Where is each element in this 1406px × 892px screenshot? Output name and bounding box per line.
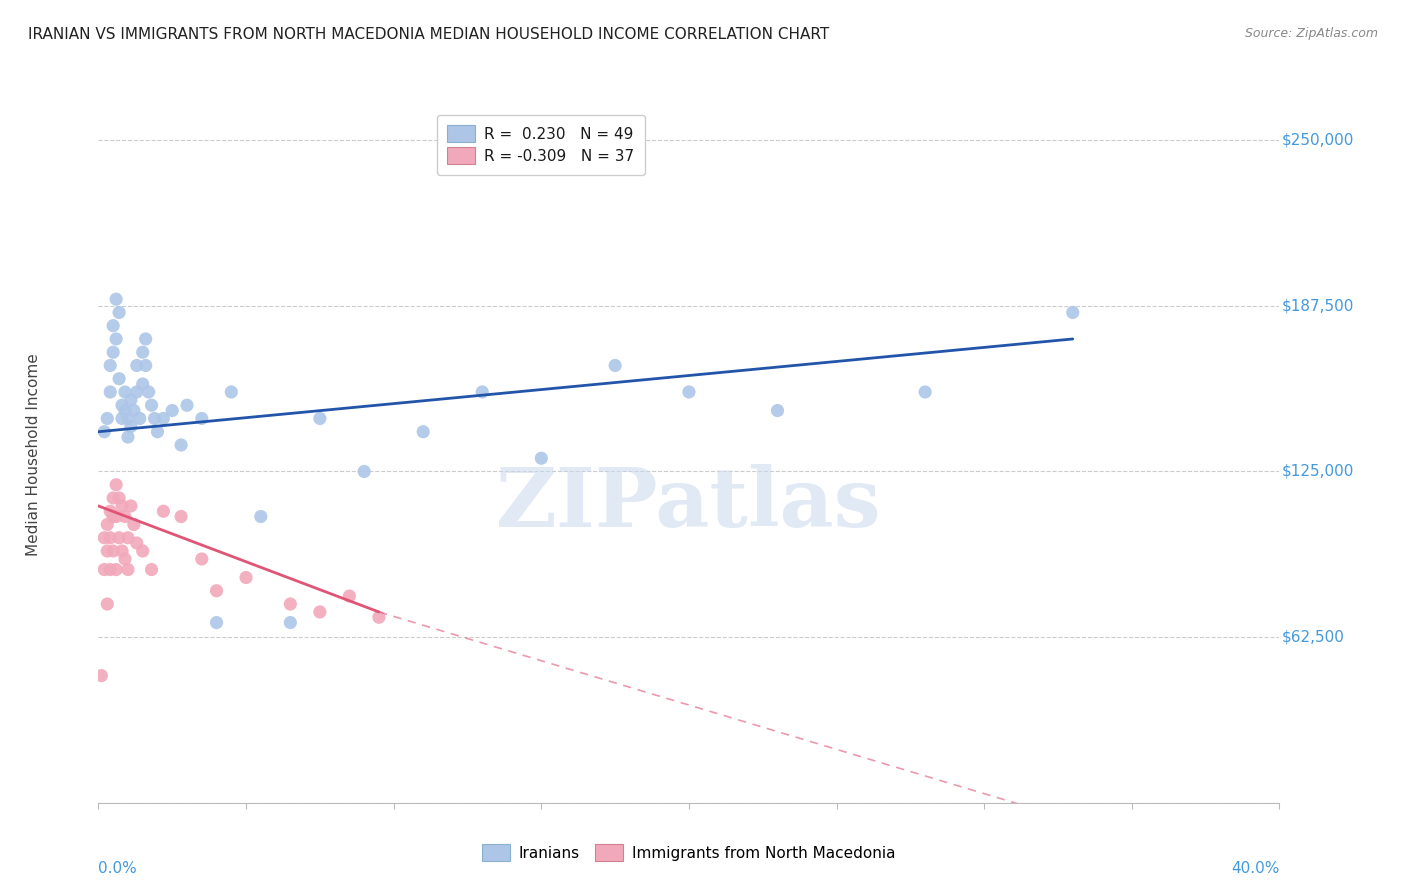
Point: [90, 668, 112, 682]
Point: [114, 552, 136, 566]
Point: [93, 531, 115, 545]
Point: [170, 509, 193, 524]
Point: [96, 597, 118, 611]
Point: [152, 411, 174, 425]
Point: [162, 403, 183, 417]
Point: [114, 403, 136, 417]
Point: [120, 499, 142, 513]
Point: [235, 570, 257, 584]
Point: [93, 563, 115, 577]
Point: [132, 377, 155, 392]
Point: [176, 398, 198, 412]
Point: [678, 384, 700, 399]
Point: [152, 504, 174, 518]
Point: [103, 544, 125, 558]
Point: [105, 332, 128, 346]
Point: [170, 438, 193, 452]
Point: [96, 517, 118, 532]
Point: [205, 583, 228, 598]
Point: [103, 509, 125, 524]
Point: [98, 531, 121, 545]
Point: [191, 411, 214, 425]
Point: [135, 332, 157, 346]
Text: $250,000: $250,000: [1282, 133, 1354, 148]
Point: [105, 477, 128, 491]
Point: [125, 536, 148, 550]
Text: $62,500: $62,500: [1282, 630, 1344, 645]
Text: $187,500: $187,500: [1282, 298, 1354, 313]
Point: [93, 425, 115, 439]
Text: Median Household Income: Median Household Income: [25, 353, 41, 557]
Point: [105, 509, 128, 524]
Point: [117, 531, 139, 545]
Point: [98, 384, 121, 399]
Point: [135, 359, 157, 373]
Point: [117, 430, 139, 444]
Point: [103, 318, 125, 333]
Point: [143, 411, 166, 425]
Point: [141, 563, 163, 577]
Point: [125, 384, 148, 399]
Point: [96, 544, 118, 558]
Legend: Iranians, Immigrants from North Macedonia: Iranians, Immigrants from North Macedoni…: [471, 834, 907, 871]
Point: [914, 384, 936, 399]
Point: [120, 419, 142, 434]
Point: [120, 392, 142, 407]
Text: $125,000: $125,000: [1282, 464, 1354, 479]
Point: [766, 403, 789, 417]
Text: Source: ZipAtlas.com: Source: ZipAtlas.com: [1244, 27, 1378, 40]
Point: [530, 451, 553, 466]
Point: [108, 305, 131, 319]
Point: [117, 411, 139, 425]
Point: [250, 509, 273, 524]
Point: [337, 589, 360, 603]
Point: [128, 411, 150, 425]
Text: IRANIAN VS IMMIGRANTS FROM NORTH MACEDONIA MEDIAN HOUSEHOLD INCOME CORRELATION C: IRANIAN VS IMMIGRANTS FROM NORTH MACEDON…: [28, 27, 830, 42]
Point: [309, 411, 332, 425]
Text: 40.0%: 40.0%: [1232, 861, 1279, 876]
Point: [205, 615, 228, 630]
Point: [605, 359, 627, 373]
Point: [309, 605, 332, 619]
Point: [1062, 305, 1084, 319]
Point: [278, 615, 302, 630]
Point: [278, 597, 302, 611]
Point: [114, 384, 136, 399]
Point: [132, 544, 155, 558]
Point: [96, 411, 118, 425]
Point: [98, 563, 121, 577]
Point: [105, 563, 128, 577]
Point: [125, 359, 148, 373]
Point: [103, 345, 125, 359]
Point: [108, 491, 131, 505]
Point: [368, 610, 391, 624]
Point: [219, 384, 242, 399]
Point: [146, 425, 169, 439]
Point: [98, 504, 121, 518]
Point: [412, 425, 434, 439]
Point: [108, 372, 131, 386]
Point: [111, 411, 134, 425]
Point: [111, 398, 134, 412]
Point: [98, 359, 121, 373]
Text: ZIPatlas: ZIPatlas: [496, 464, 882, 543]
Point: [132, 345, 155, 359]
Point: [103, 491, 125, 505]
Point: [138, 384, 160, 399]
Point: [122, 403, 145, 417]
Point: [108, 531, 131, 545]
Point: [105, 292, 128, 306]
Point: [114, 509, 136, 524]
Point: [122, 517, 145, 532]
Point: [353, 465, 375, 479]
Point: [117, 563, 139, 577]
Point: [111, 544, 134, 558]
Point: [141, 398, 163, 412]
Point: [111, 499, 134, 513]
Point: [471, 384, 494, 399]
Text: 0.0%: 0.0%: [98, 861, 138, 876]
Point: [191, 552, 214, 566]
